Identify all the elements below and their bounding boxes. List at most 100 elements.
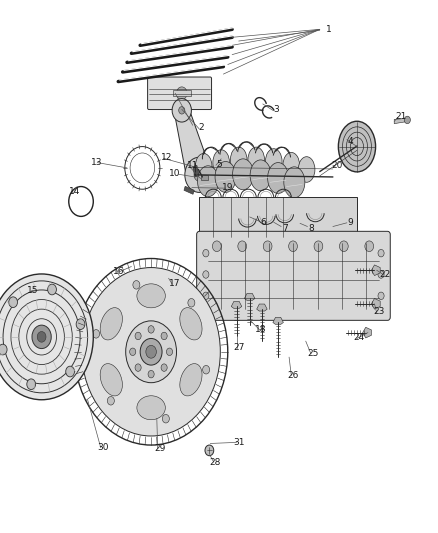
Text: 12: 12	[161, 153, 172, 161]
Text: 11: 11	[187, 161, 198, 169]
Text: 18: 18	[255, 325, 266, 334]
Circle shape	[203, 292, 209, 300]
Circle shape	[185, 157, 214, 192]
Polygon shape	[257, 304, 267, 311]
Circle shape	[378, 249, 384, 257]
Ellipse shape	[250, 160, 271, 191]
Text: 31: 31	[233, 438, 244, 447]
Ellipse shape	[195, 154, 212, 179]
Circle shape	[177, 87, 187, 100]
Polygon shape	[231, 301, 242, 309]
Circle shape	[9, 297, 18, 308]
Text: 14: 14	[69, 188, 80, 196]
Ellipse shape	[338, 122, 375, 172]
Bar	[173, 90, 191, 96]
Bar	[201, 175, 208, 180]
Text: 30: 30	[97, 443, 109, 452]
Circle shape	[179, 107, 185, 114]
Circle shape	[66, 366, 74, 377]
Circle shape	[203, 249, 209, 257]
Text: 22: 22	[380, 270, 391, 279]
Circle shape	[161, 364, 167, 372]
Circle shape	[378, 292, 384, 300]
Ellipse shape	[284, 167, 305, 198]
Ellipse shape	[268, 163, 289, 193]
Text: 21: 21	[395, 112, 406, 120]
Text: 5: 5	[216, 160, 222, 168]
Circle shape	[135, 332, 141, 340]
Circle shape	[378, 271, 384, 278]
Polygon shape	[363, 327, 371, 338]
Text: 9: 9	[347, 219, 353, 227]
Text: 27: 27	[233, 343, 244, 352]
Circle shape	[289, 241, 297, 252]
Circle shape	[161, 332, 167, 340]
Circle shape	[203, 366, 210, 374]
Circle shape	[133, 280, 140, 289]
Ellipse shape	[137, 395, 166, 420]
Text: 26: 26	[288, 371, 299, 379]
Polygon shape	[174, 110, 212, 175]
Text: 7: 7	[282, 224, 288, 232]
Text: 25: 25	[307, 350, 319, 358]
Circle shape	[238, 241, 247, 252]
Circle shape	[0, 274, 93, 400]
Bar	[193, 165, 199, 177]
Text: 10: 10	[170, 169, 181, 177]
Circle shape	[146, 345, 156, 358]
Circle shape	[188, 298, 195, 307]
Ellipse shape	[213, 150, 230, 175]
Ellipse shape	[100, 308, 122, 340]
Circle shape	[194, 168, 205, 181]
FancyBboxPatch shape	[199, 197, 357, 237]
Circle shape	[212, 241, 221, 252]
Polygon shape	[371, 265, 380, 276]
Ellipse shape	[137, 284, 166, 308]
Circle shape	[148, 370, 154, 378]
Text: 23: 23	[373, 308, 385, 316]
Circle shape	[135, 364, 141, 372]
Ellipse shape	[180, 308, 202, 340]
Circle shape	[203, 271, 209, 278]
Text: 16: 16	[113, 268, 124, 276]
Circle shape	[162, 415, 170, 423]
Circle shape	[130, 348, 136, 356]
Ellipse shape	[180, 364, 202, 396]
Circle shape	[166, 348, 173, 356]
FancyBboxPatch shape	[197, 231, 390, 320]
Ellipse shape	[100, 364, 122, 396]
Text: 1: 1	[325, 25, 332, 34]
Text: 4: 4	[348, 137, 353, 146]
Ellipse shape	[248, 147, 265, 173]
Text: 17: 17	[170, 279, 181, 288]
Circle shape	[314, 241, 323, 252]
Text: 6: 6	[260, 219, 266, 227]
Circle shape	[0, 344, 7, 355]
Polygon shape	[394, 118, 407, 124]
Circle shape	[27, 379, 35, 390]
Text: 2: 2	[199, 124, 204, 132]
Circle shape	[365, 241, 374, 252]
Circle shape	[172, 99, 191, 122]
Circle shape	[37, 332, 46, 342]
Circle shape	[148, 326, 154, 333]
Polygon shape	[273, 317, 283, 325]
Ellipse shape	[230, 147, 247, 173]
Circle shape	[107, 397, 114, 405]
Circle shape	[205, 445, 214, 456]
Circle shape	[263, 241, 272, 252]
Text: 20: 20	[332, 161, 343, 169]
Ellipse shape	[215, 161, 236, 192]
Circle shape	[82, 268, 220, 436]
Ellipse shape	[265, 149, 282, 174]
Text: 24: 24	[353, 334, 365, 342]
Text: 29: 29	[154, 445, 166, 453]
Text: 8: 8	[308, 224, 314, 232]
Circle shape	[76, 319, 85, 329]
Text: 3: 3	[273, 105, 279, 114]
Text: 15: 15	[27, 286, 39, 295]
Ellipse shape	[298, 157, 315, 182]
Circle shape	[92, 329, 99, 338]
Polygon shape	[371, 298, 380, 309]
Ellipse shape	[233, 159, 254, 190]
